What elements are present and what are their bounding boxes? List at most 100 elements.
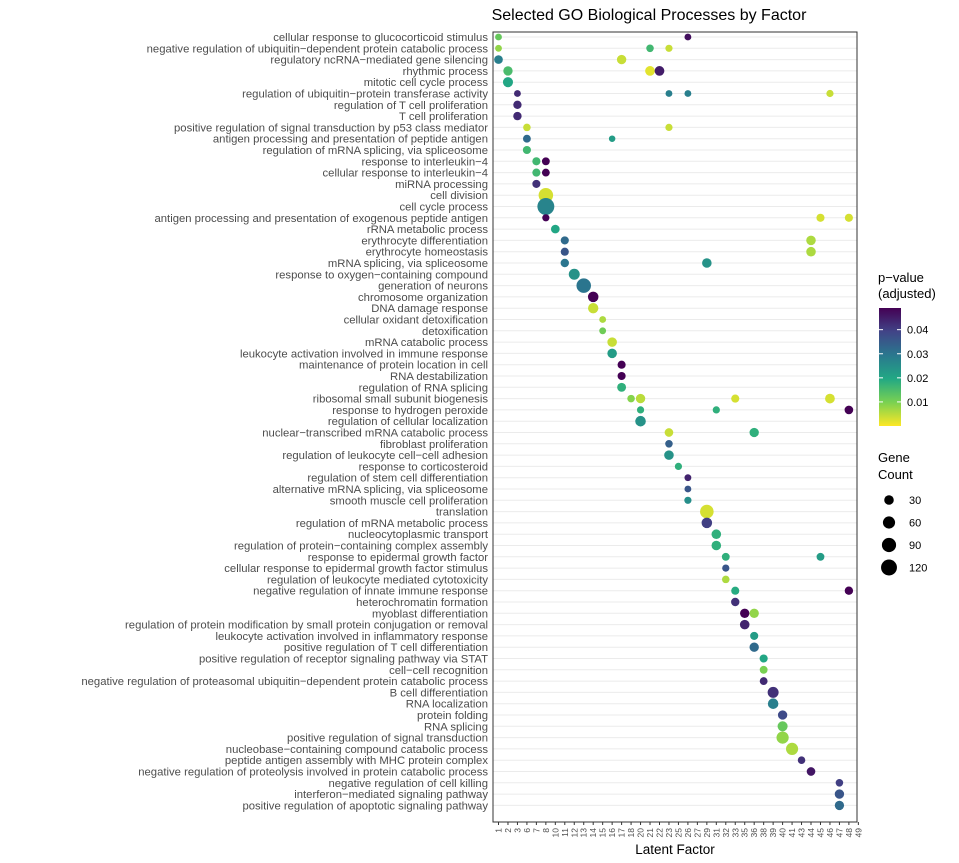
data-point	[806, 767, 816, 776]
x-tick-label: 12	[569, 828, 579, 838]
x-tick-label: 15	[598, 828, 608, 838]
data-point	[759, 677, 768, 686]
y-tick-label: negative regulation of proteasomal ubiqu…	[81, 676, 488, 688]
data-point	[495, 44, 502, 52]
data-point	[740, 608, 750, 618]
data-point	[541, 157, 550, 166]
size-legend: Gene Count 30 60 90 120	[878, 450, 927, 576]
data-point	[537, 198, 555, 215]
data-point	[617, 360, 626, 369]
y-tick-label: translation	[436, 507, 488, 519]
y-tick-label: cell−cell recognition	[389, 665, 488, 677]
y-tick-label: erythrocyte homeostasis	[366, 247, 489, 259]
size-legend-label: 90	[909, 540, 921, 552]
y-tick-label: rRNA metabolic process	[367, 224, 489, 236]
data-point	[684, 90, 692, 97]
y-tick-label: DNA damage response	[371, 303, 488, 315]
data-point	[503, 66, 513, 76]
colorbar-ticks: 0.01 0.02 0.03 0.04	[879, 325, 928, 409]
y-tick-label: mRNA splicing, via spliceosome	[328, 258, 488, 270]
x-tick-label: 36	[749, 828, 759, 838]
y-tick-label: regulation of leukocyte mediated cytotox…	[267, 574, 488, 586]
x-tick-label: 17	[617, 828, 627, 838]
data-point	[617, 371, 626, 381]
x-tick-label: 11	[560, 828, 570, 837]
x-tick-label: 48	[844, 828, 854, 838]
y-tick-label: positive regulation of receptor signalin…	[199, 654, 488, 666]
data-point	[684, 33, 692, 41]
y-tick-label: regulation of leukocyte cell−cell adhesi…	[282, 450, 488, 462]
colorbar-tick-label: 0.02	[907, 373, 928, 385]
data-point	[542, 214, 550, 222]
data-point	[777, 721, 788, 732]
x-tick-label: 29	[702, 828, 712, 838]
y-tick-label: antigen processing and presentation of e…	[154, 213, 488, 225]
data-point	[532, 157, 541, 166]
x-tick-label: 8	[541, 828, 551, 833]
size-legend-dot	[882, 516, 896, 529]
y-tick-label: regulation of stem cell differentiation	[307, 473, 488, 485]
data-point	[722, 564, 730, 572]
x-tick-label: 38	[759, 828, 769, 838]
x-tick-label: 35	[740, 828, 750, 838]
y-tick-label: peptide antigen assembly with MHC protei…	[225, 755, 488, 767]
size-legend-title-line2: Count	[878, 467, 913, 482]
color-legend-title-line1: p−value	[878, 270, 924, 285]
y-tick-label: regulation of mRNA splicing, via spliceo…	[263, 145, 488, 157]
data-point	[541, 168, 550, 177]
data-point	[825, 393, 835, 404]
x-tick-label: 14	[588, 828, 598, 838]
data-point	[568, 268, 580, 280]
data-point	[522, 145, 531, 155]
y-tick-label: fibroblast proliferation	[380, 439, 488, 451]
y-tick-label: regulation of cellular localization	[328, 416, 488, 428]
data-point	[684, 496, 692, 504]
x-tick-label: 49	[853, 828, 863, 838]
y-tick-label: leukocyte activation involved in immune …	[240, 348, 488, 360]
y-tick-label: response to hydrogen peroxide	[332, 405, 488, 417]
data-point	[532, 168, 541, 177]
x-tick-label: 41	[787, 828, 797, 838]
y-tick-label: antigen processing and presentation of p…	[213, 134, 488, 146]
x-tick-label: 43	[797, 828, 807, 838]
data-point	[767, 698, 779, 709]
x-tick-label: 21	[645, 828, 655, 838]
colorbar-tick-label: 0.04	[907, 325, 928, 337]
x-axis-title: Latent Factor	[635, 842, 715, 857]
data-point	[700, 504, 714, 519]
y-tick-label: regulation of protein modification by sm…	[125, 620, 488, 632]
y-tick-label: cellular response to epidermal growth fa…	[224, 563, 488, 575]
x-tick-label: 1	[494, 828, 504, 833]
data-point	[739, 619, 750, 630]
data-point	[494, 55, 503, 64]
y-tick-label: response to interleukin−4	[361, 156, 488, 168]
data-point	[607, 348, 617, 359]
gridlines	[493, 36, 857, 806]
x-tick-label: 47	[834, 828, 844, 838]
y-tick-label: positive regulation of signal transducti…	[287, 733, 488, 745]
data-point	[607, 337, 617, 347]
data-point	[816, 213, 825, 222]
data-point	[776, 731, 789, 744]
x-tick-label: 26	[683, 828, 693, 838]
colorbar-tick-label: 0.01	[907, 397, 928, 409]
y-tick-label: regulation of protein−containing complex…	[234, 541, 488, 553]
data-point	[721, 552, 730, 561]
x-tick-label: 13	[579, 828, 589, 838]
data-point	[722, 575, 730, 584]
y-tick-label: maintenance of protein location in cell	[299, 360, 488, 372]
data-point	[665, 90, 673, 97]
y-tick-label: nucleocytoplasmic transport	[348, 529, 489, 541]
colorbar-tick-label: 0.03	[907, 349, 928, 361]
colorbar	[879, 308, 901, 426]
y-tick-label: miRNA processing	[395, 179, 488, 191]
y-tick-label: RNA splicing	[424, 721, 488, 733]
data-point	[495, 33, 502, 41]
data-point	[514, 90, 521, 97]
y-tick-label: alternative mRNA splicing, via spliceoso…	[273, 484, 488, 496]
data-point	[731, 597, 740, 607]
data-point	[513, 111, 522, 121]
y-tick-label: cell division	[430, 190, 488, 202]
data-point	[816, 552, 825, 561]
data-point	[749, 608, 759, 618]
